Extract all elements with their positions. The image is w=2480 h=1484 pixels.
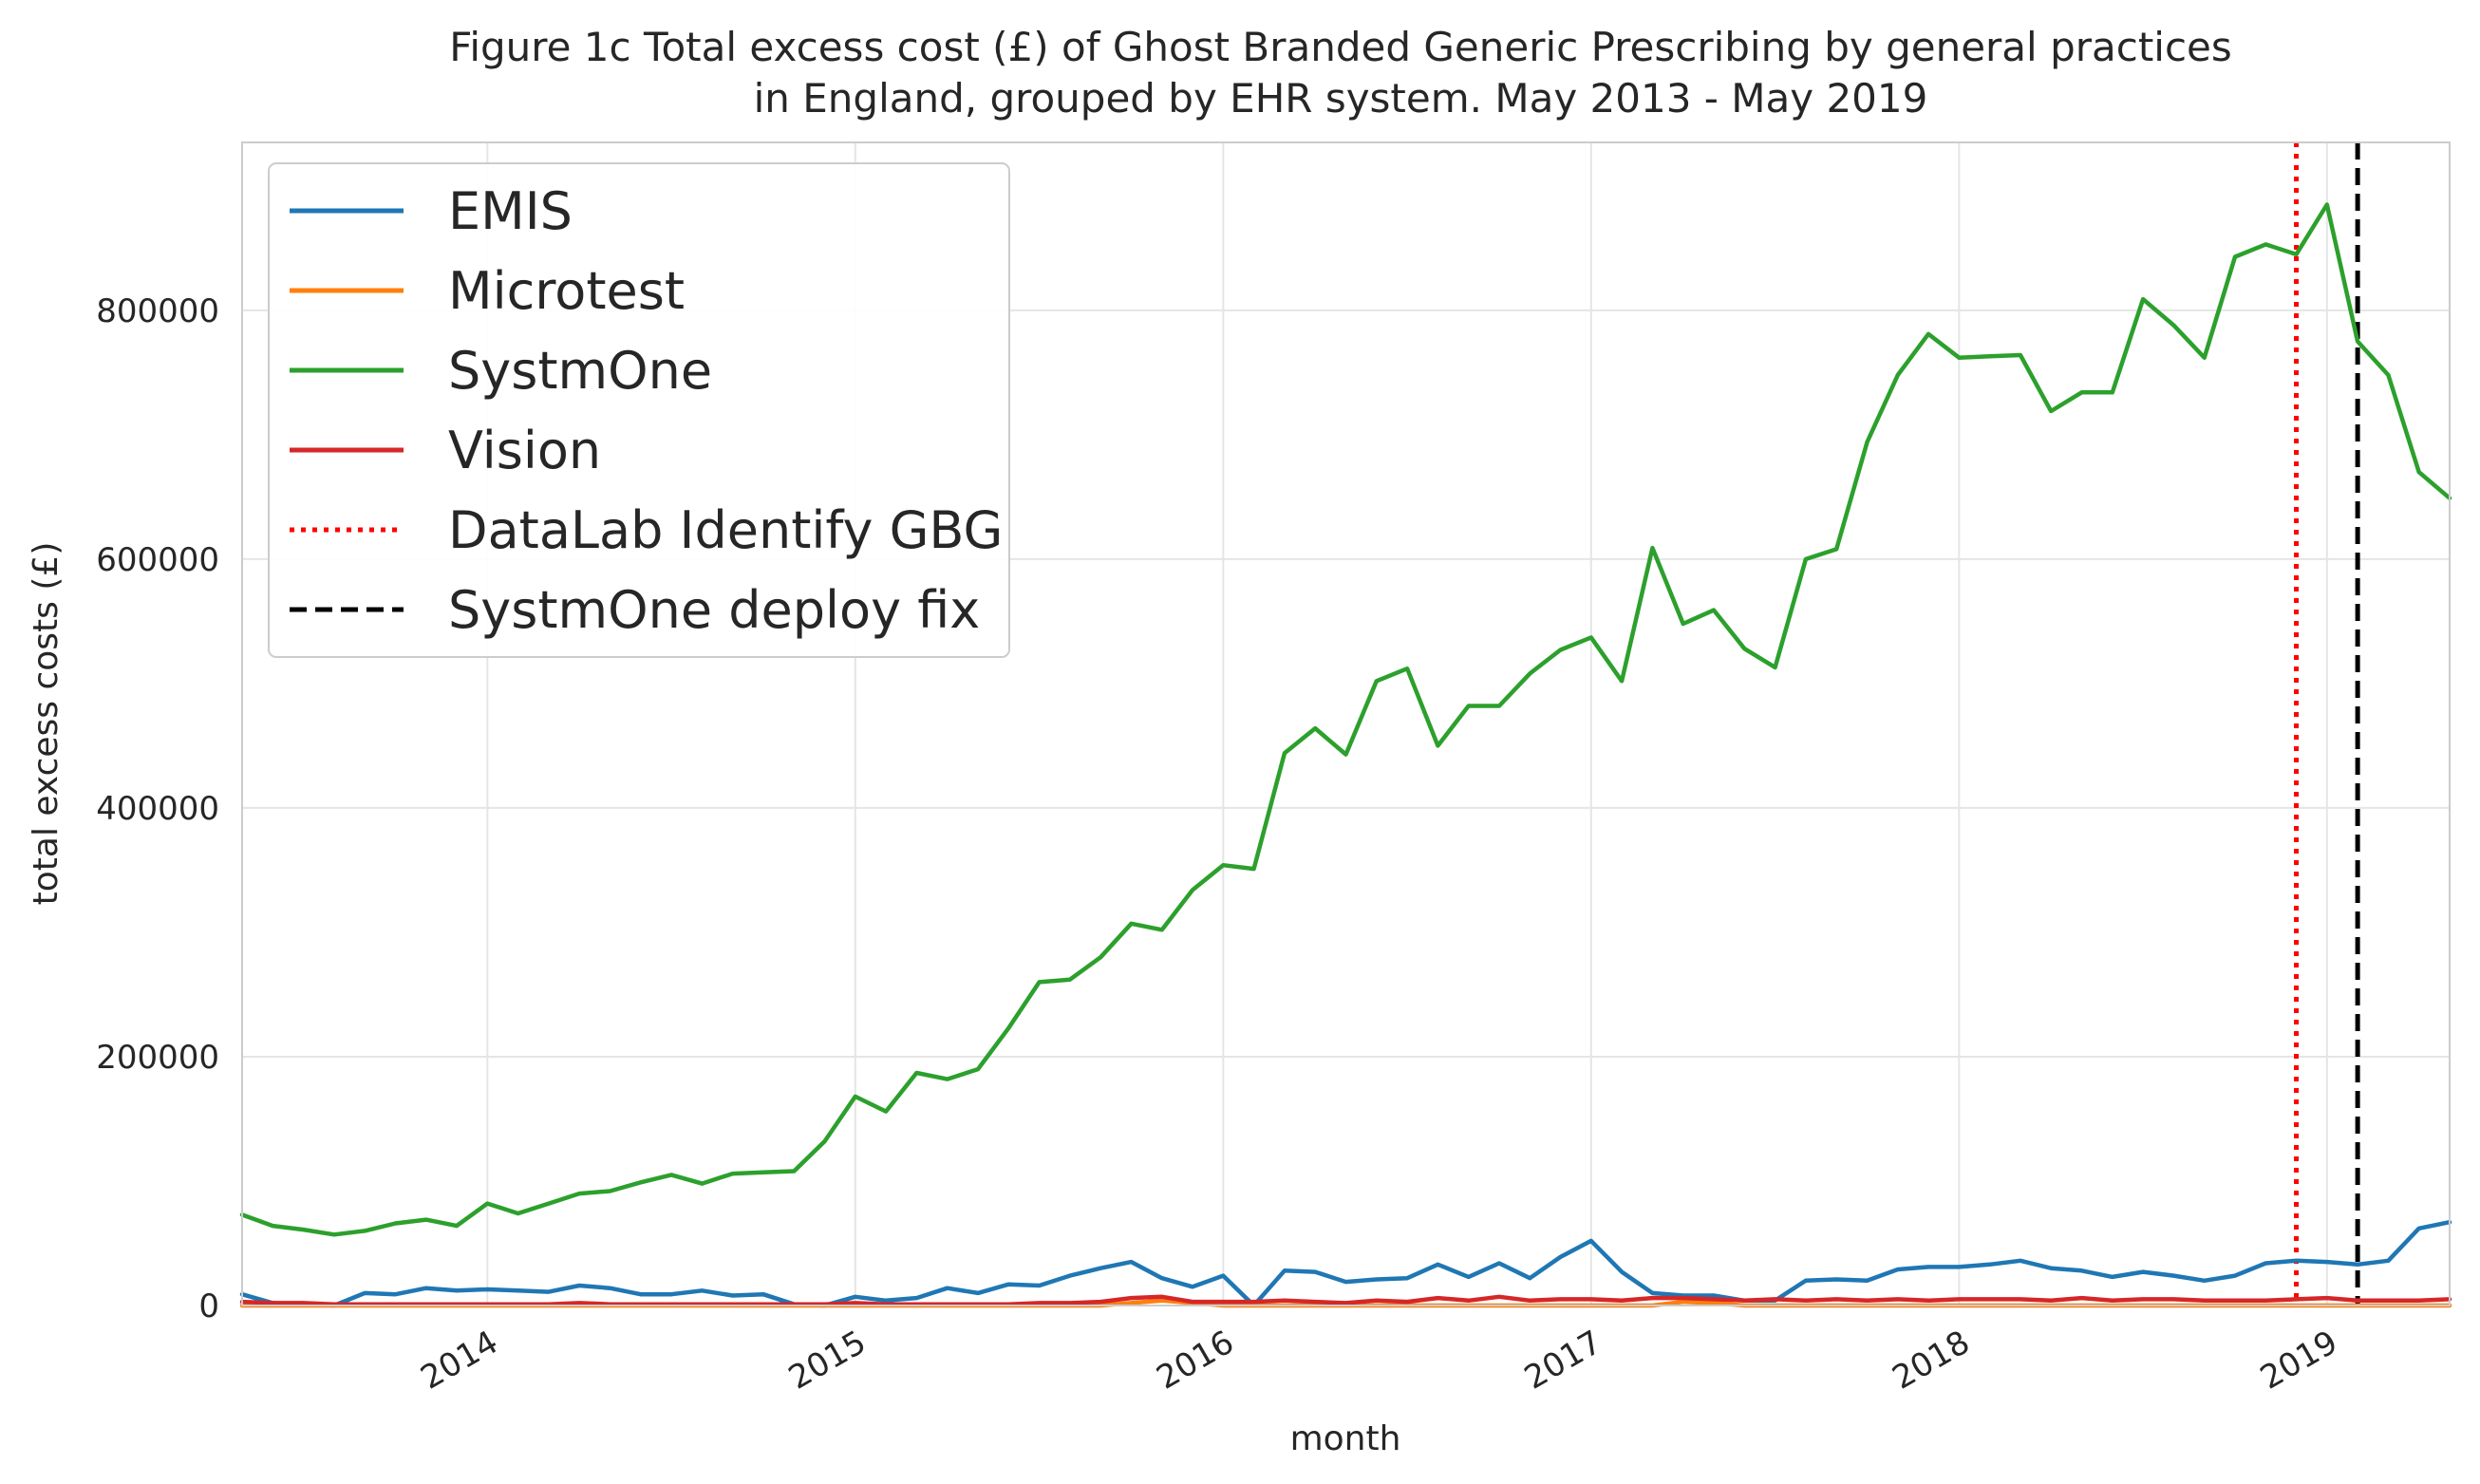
y-tick-label: 400000 <box>96 790 219 828</box>
legend-label: DataLab Identify GBG <box>448 500 1003 560</box>
legend-label: SystmOne deploy fix <box>448 580 980 640</box>
y-axis-label: total excess costs (£) <box>27 542 66 906</box>
legend-label: SystmOne <box>448 341 712 401</box>
x-axis-label: month <box>1290 1419 1401 1458</box>
series-line-systmone <box>239 202 2452 1237</box>
legend: EMIS Microtest SystmOne Vision DataLab Ident… <box>268 162 1010 658</box>
y-tick-label: 600000 <box>96 541 219 579</box>
y-tick-label: 200000 <box>96 1039 219 1077</box>
chart-title-line-1: Figure 1c Total excess cost (£) of Ghost… <box>449 24 2232 70</box>
y-tick-label: 0 <box>198 1287 219 1325</box>
legend-label: EMIS <box>448 181 573 241</box>
legend-label: Microtest <box>448 261 685 321</box>
y-tick-labels: 0 200000 400000 600000 800000 <box>96 292 219 1325</box>
chart-title-line-2: in England, grouped by EHR system. May 2… <box>754 75 1928 122</box>
y-tick-label: 800000 <box>96 292 219 330</box>
plot-frame <box>241 141 2451 1306</box>
legend-label: Vision <box>448 421 601 480</box>
series-line-emis <box>239 1219 2452 1308</box>
series-line-vision <box>239 1294 2452 1306</box>
legend-box <box>268 162 1010 658</box>
